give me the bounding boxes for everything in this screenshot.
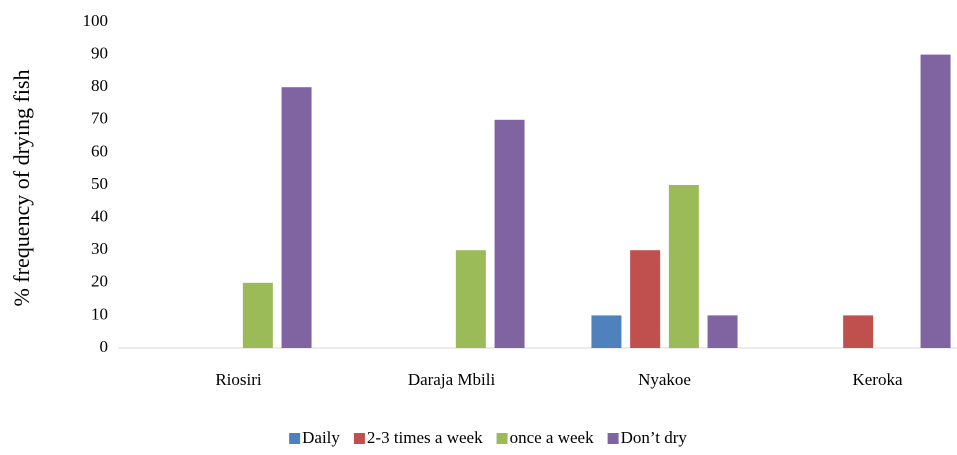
x-tick-label: Daraja Mbili [408,370,496,389]
bar [707,315,738,348]
bar [843,315,874,348]
y-axis-title: % frequency of drying fish [9,69,34,306]
y-tick-label: 70 [91,109,108,128]
y-tick-label: 30 [91,239,108,258]
bar [920,54,951,348]
legend-label: 2-3 times a week [367,428,483,447]
legend-swatch [289,433,301,444]
x-tick-label: Nyakoe [638,370,691,389]
legend-swatch [353,433,365,444]
legend-swatch [607,433,619,444]
y-tick-label: 100 [83,11,109,30]
y-tick-label: 0 [100,337,109,356]
y-tick-label: 80 [91,76,108,95]
legend-label: Daily [302,428,340,447]
y-tick-label: 10 [91,304,108,323]
y-tick-label: 90 [91,44,108,63]
bar [455,250,486,348]
bar [494,119,525,348]
legend-label: once a week [510,428,595,447]
bar [242,282,273,348]
legend-label: Don’t dry [621,428,688,447]
bar [630,250,661,348]
x-tick-label: Riosiri [215,370,262,389]
bar [668,185,699,348]
x-tick-label: Keroka [852,370,902,389]
y-tick-label: 20 [91,272,108,291]
bar [281,87,312,348]
bar [591,315,622,348]
y-tick-label: 60 [91,141,108,160]
y-tick-label: 40 [91,207,108,226]
y-tick-label: 50 [91,174,108,193]
legend-swatch [496,433,508,444]
